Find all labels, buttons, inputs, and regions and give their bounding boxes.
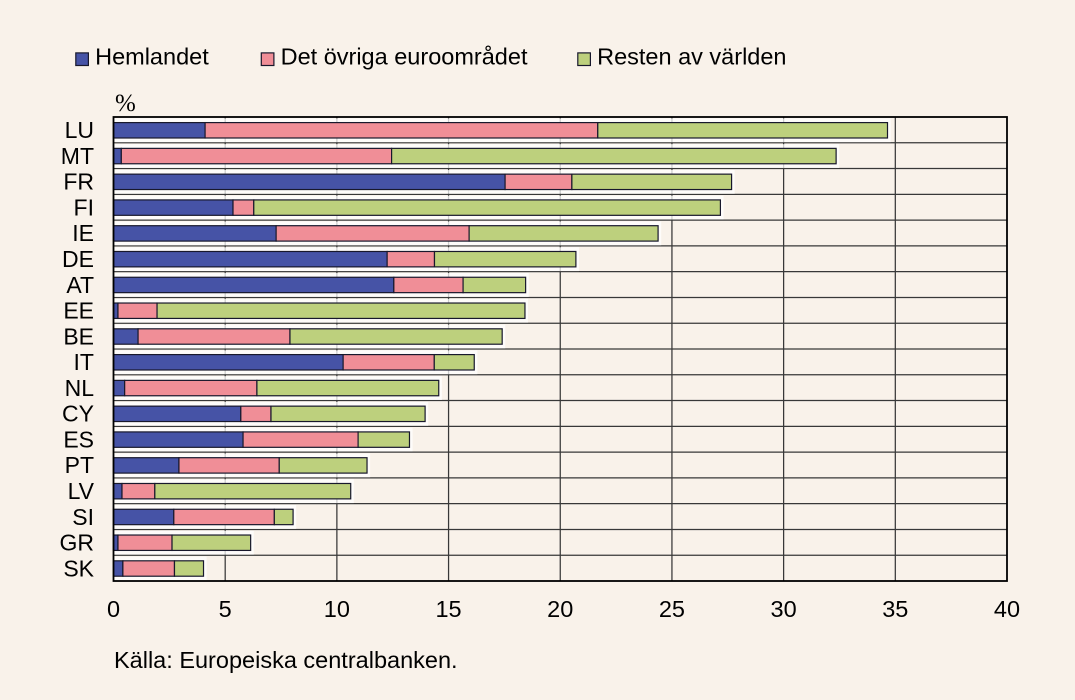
svg-text:LV: LV: [68, 478, 95, 504]
svg-text:CY: CY: [62, 401, 94, 427]
svg-text:%: %: [115, 90, 136, 117]
svg-text:Resten av världen: Resten av världen: [597, 43, 786, 69]
svg-text:20: 20: [547, 596, 573, 622]
svg-text:MT: MT: [61, 143, 94, 169]
svg-text:IT: IT: [74, 349, 94, 375]
svg-text:IE: IE: [72, 220, 94, 246]
svg-text:NL: NL: [65, 375, 95, 401]
svg-text:10: 10: [324, 596, 350, 622]
svg-text:AT: AT: [66, 272, 94, 298]
svg-text:5: 5: [219, 596, 232, 622]
svg-text:LU: LU: [65, 117, 94, 143]
svg-text:Hemlandet: Hemlandet: [95, 43, 209, 69]
svg-text:25: 25: [659, 596, 685, 622]
svg-text:SI: SI: [72, 504, 94, 530]
svg-text:15: 15: [435, 596, 461, 622]
svg-text:30: 30: [771, 596, 797, 622]
svg-text:PT: PT: [65, 452, 94, 478]
svg-text:SK: SK: [63, 555, 94, 581]
svg-text:BE: BE: [63, 323, 94, 349]
svg-text:Källa: Europeiska centralbanke: Källa: Europeiska centralbanken.: [114, 647, 458, 673]
svg-text:FI: FI: [74, 194, 94, 220]
svg-text:EE: EE: [63, 298, 94, 324]
svg-text:40: 40: [994, 596, 1020, 622]
svg-text:Det övriga euroområdet: Det övriga euroområdet: [281, 43, 528, 69]
svg-text:35: 35: [882, 596, 908, 622]
svg-text:DE: DE: [62, 246, 94, 272]
svg-text:GR: GR: [60, 530, 95, 556]
svg-text:0: 0: [107, 596, 120, 622]
svg-text:FR: FR: [63, 169, 94, 195]
svg-text:ES: ES: [63, 426, 94, 452]
